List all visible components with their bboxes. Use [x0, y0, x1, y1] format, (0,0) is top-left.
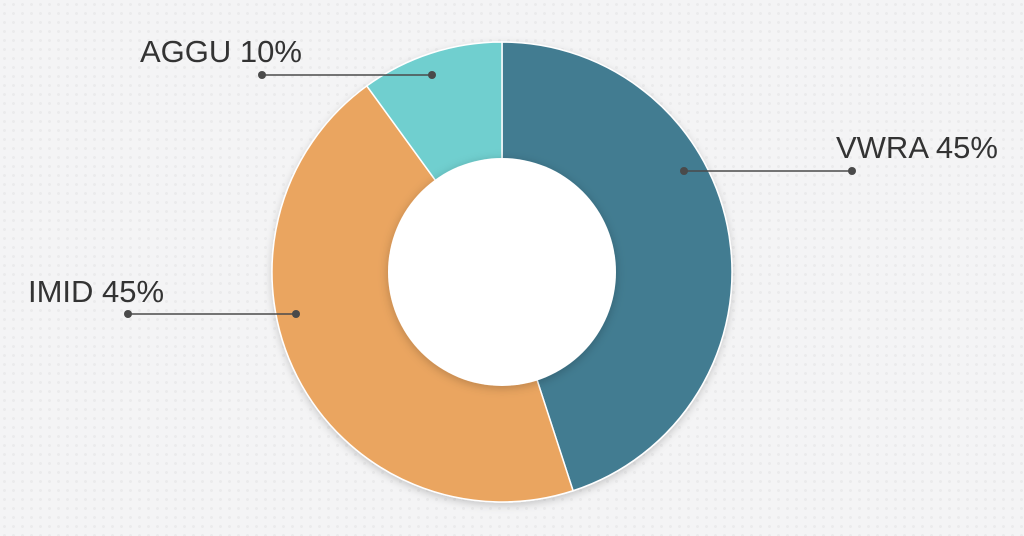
leader-dot [428, 71, 436, 79]
slice-label-text: AGGU 10% [140, 34, 302, 69]
donut-hole [388, 158, 616, 386]
label-vwra: VWRA 45% [680, 130, 998, 175]
slice-vwra [501, 41, 733, 492]
slice-label-text: VWRA 45% [836, 130, 998, 165]
label-imid: IMID 45% [28, 274, 300, 318]
leader-dot [292, 310, 300, 318]
leader-dot [680, 167, 688, 175]
label-aggu: AGGU 10% [140, 34, 436, 79]
leader-dot [124, 310, 132, 318]
leader-dot [258, 71, 266, 79]
leader-dot [848, 167, 856, 175]
slice-labels: VWRA 45% IMID 45% AGGU 10% [28, 34, 998, 318]
slice-label-text: IMID 45% [28, 274, 164, 309]
